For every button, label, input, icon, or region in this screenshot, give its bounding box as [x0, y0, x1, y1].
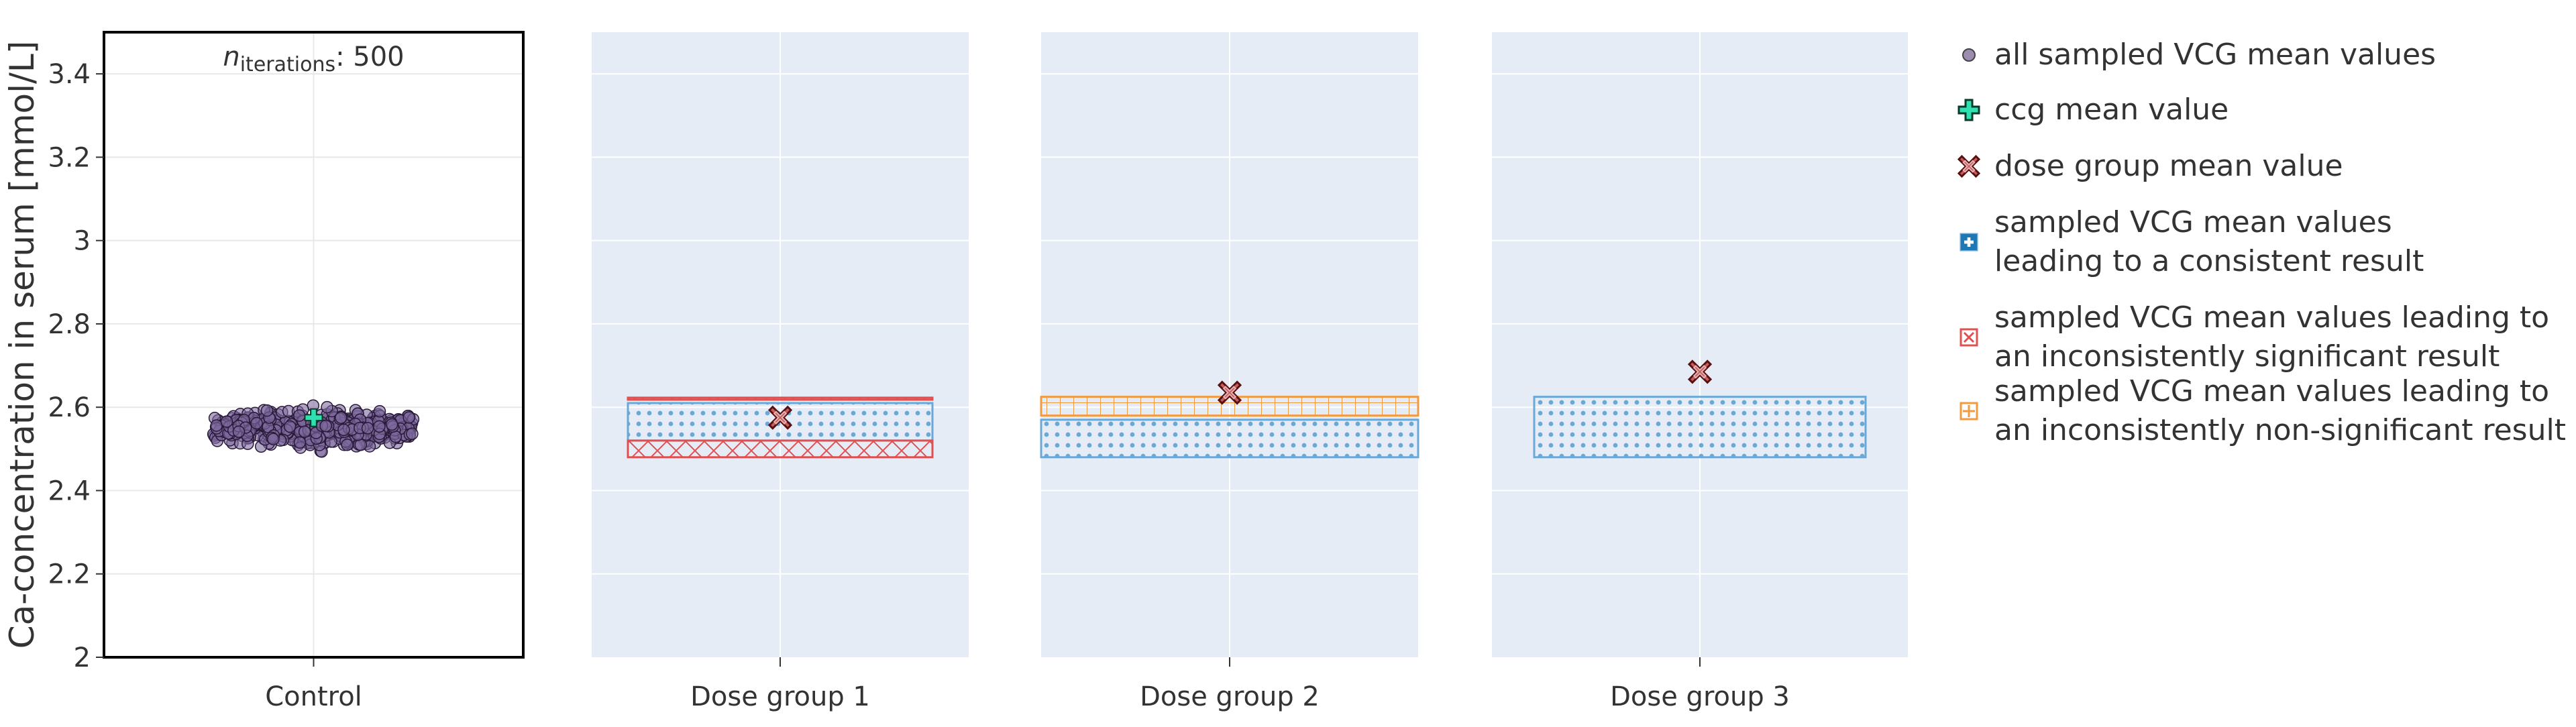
legend-label: sampled VCG mean values leading to [1994, 300, 2549, 335]
panel-dose-group-2 [1040, 32, 1419, 667]
legend-dose-icon-inner [1962, 160, 1976, 173]
sampled-points [207, 399, 420, 458]
iterations-annotation: niterations: 500 [223, 42, 404, 76]
sampled-point [293, 409, 306, 422]
panel-dose-group-1 [592, 32, 969, 667]
x-tick-label: Dose group 2 [1140, 681, 1320, 712]
legend-label: sampled VCG mean values leading to [1994, 374, 2549, 408]
legend-item-consistent: sampled VCG mean values leading to a cons… [1960, 205, 2424, 278]
sampled-point [402, 411, 415, 424]
legend: all sampled VCG mean values ccg mean valu… [1957, 38, 2566, 447]
region-consistent [1040, 418, 1419, 459]
sampled-point [293, 436, 307, 449]
sampled-point [335, 411, 347, 424]
legend-item-ccg: ccg mean value [1957, 93, 2229, 127]
y-tick-label: 3.4 [48, 59, 91, 90]
legend-ccg-icon [1957, 99, 1980, 121]
region-inconsistently-significant [627, 396, 934, 401]
region-inconsistently-nonsignificant [1040, 396, 1419, 417]
legend-item-inconsistently-nonsignificant: sampled VCG mean values leading to an inc… [1960, 374, 2566, 447]
legend-label: sampled VCG mean values [1994, 205, 2392, 239]
sampled-point [260, 404, 274, 417]
dose-group-mean-marker-inner [1693, 365, 1707, 379]
legend-swatch-mark [1963, 405, 1975, 417]
y-tick-label: 3 [74, 226, 91, 257]
sampled-point [210, 419, 223, 432]
x-tick-label: Dose group 3 [1610, 681, 1790, 712]
y-tick-label: 2.4 [48, 476, 91, 506]
legend-swatch-mark [1963, 331, 1975, 343]
sampled-point [232, 425, 246, 438]
sampled-point [298, 425, 311, 438]
sampled-point [341, 438, 354, 451]
sampled-point [406, 427, 419, 441]
y-tick-label: 3.2 [48, 142, 91, 173]
annotation-n: n [223, 42, 239, 72]
panel-control [96, 31, 525, 667]
region-inconsistently-significant [627, 439, 934, 459]
sampled-point [373, 404, 386, 418]
legend-label: leading to a consistent result [1994, 244, 2424, 278]
legend-item-sampled: all sampled VCG mean values [1962, 38, 2436, 72]
y-tick-label: 2.6 [48, 392, 91, 423]
legend-label: ccg mean value [1994, 93, 2229, 127]
legend-swatch-mark [1964, 237, 1974, 247]
legend-label: an inconsistently non-significant result [1994, 413, 2566, 447]
y-axis-title: Ca-concentration in serum [mmol/L] [3, 41, 42, 649]
annotation-value: : 500 [335, 42, 405, 72]
sampled-point [250, 416, 263, 430]
annotation-subscript: iterations [240, 53, 335, 76]
sampled-point [220, 415, 233, 428]
x-tick-label: Dose group 1 [690, 681, 870, 712]
legend-label: all sampled VCG mean values [1994, 38, 2436, 72]
sampled-point [373, 420, 386, 433]
legend-item-dose: dose group mean value [1957, 149, 2343, 183]
dose-group-mean-marker-inner [773, 410, 788, 425]
sampled-point [267, 433, 280, 445]
panel-dose-group-3 [1492, 32, 1908, 667]
sampled-point [389, 430, 402, 443]
legend-item-inconsistently-significant: sampled VCG mean values leading to an inc… [1960, 300, 2549, 374]
panel-frame [103, 31, 525, 659]
legend-label: dose group mean value [1994, 149, 2343, 183]
sampled-point [319, 419, 332, 433]
sampled-point [361, 422, 374, 435]
dose-group-mean-marker-inner [1222, 386, 1237, 400]
sampled-point [385, 418, 398, 431]
legend-dose-icon [1957, 154, 1981, 178]
sampled-point [337, 423, 350, 437]
region-consistent [1533, 396, 1867, 459]
x-tick-label: Control [265, 681, 362, 712]
ccg-mean-marker [304, 408, 323, 427]
y-tick-label: 2.8 [48, 309, 91, 340]
sampled-point [321, 400, 333, 414]
y-tick-label: 2.2 [48, 559, 91, 590]
y-tick-label: 2 [74, 642, 91, 673]
sampled-point [283, 420, 297, 433]
legend-label: an inconsistently significant result [1994, 339, 2500, 374]
legend-sampled-icon [1962, 48, 1976, 62]
